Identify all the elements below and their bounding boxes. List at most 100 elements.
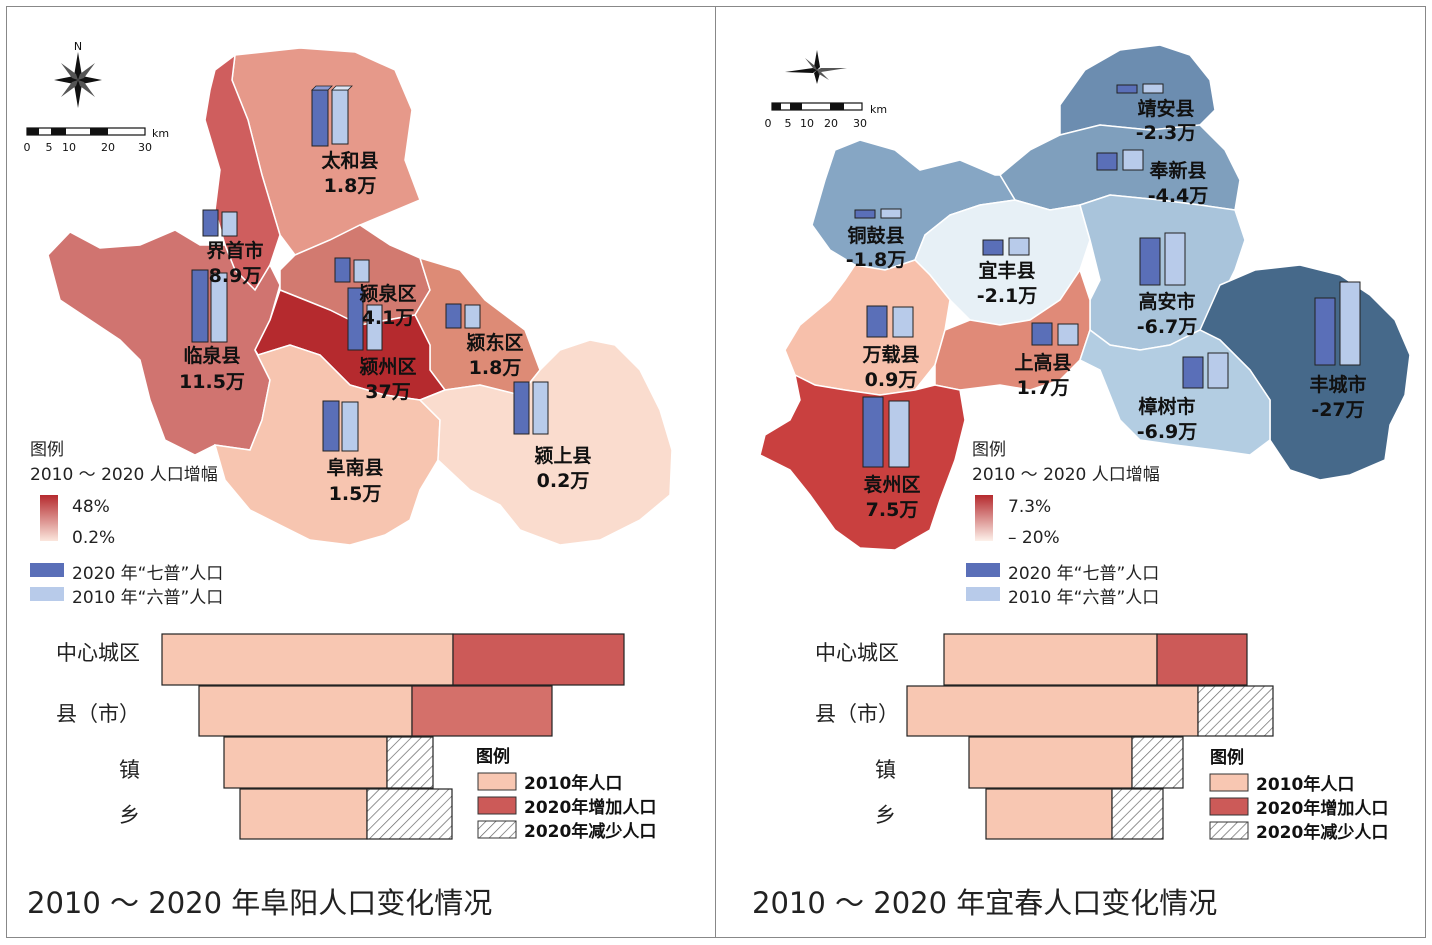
bar-pair-yuanzhou xyxy=(862,396,910,468)
pyr-left-cat-county: 县（市） xyxy=(56,702,140,726)
pyr-left-village-2010 xyxy=(239,788,368,840)
pyr-right-legend-2010: 2010年人口 xyxy=(1256,774,1354,795)
pyr-right-town-decrease xyxy=(1131,736,1184,789)
bar-pair-gaoan xyxy=(1139,232,1186,286)
map-legend-bar2020: 2020 年“七普”人口 xyxy=(72,564,223,584)
map-legend-min: 0.2% xyxy=(72,528,115,548)
right-panel: 0 5 10 20 30 km xyxy=(752,44,1411,920)
pyr-left-county-2010 xyxy=(198,685,413,737)
label-gaoan-value: -6.7万 xyxy=(1137,316,1198,338)
label-fengxin-value: -4.4万 xyxy=(1148,185,1209,207)
caption-left: 2010 ～ 2020 年阜阳人口变化情况 xyxy=(27,886,492,920)
map-legend-r-bar2020: 2020 年“七普”人口 xyxy=(1008,564,1159,584)
scale-r-tick-30: 30 xyxy=(853,117,867,130)
label-jieshou-name: 界首市 xyxy=(206,239,263,262)
pyr-left-cat-town: 镇 xyxy=(119,758,140,782)
label-fengxin-name: 奉新县 xyxy=(1148,159,1206,182)
label-yingdong-value: 1.8万 xyxy=(469,357,522,379)
pyr-left-legend-title: 图例 xyxy=(476,746,510,767)
label-linquan-name: 临泉县 xyxy=(183,344,240,367)
pyramid-left: 中心城区 县（市） 镇 乡 图例 2010年人口 2020年增加人口 2020年… xyxy=(56,633,656,842)
map-legend-right: 图例 2010 ～ 2020 人口增幅 7.3% – 20% 2020 年“七普… xyxy=(966,440,1160,608)
bar-pair-linquan xyxy=(191,269,228,343)
pyr-right-cat-town: 镇 xyxy=(875,758,896,782)
map-legend-r-max: 7.3% xyxy=(1008,497,1051,517)
bar-pair-wanzai xyxy=(866,305,914,338)
map-legend-swatch-2020 xyxy=(30,563,64,577)
scale-tick-5: 5 xyxy=(46,141,53,154)
label-zhangshu-value: -6.9万 xyxy=(1137,421,1198,443)
scale-tick-20: 20 xyxy=(101,141,115,154)
compass-north-label: N xyxy=(74,40,82,53)
scale-r-tick-10: 10 xyxy=(800,117,814,130)
pyr-right-town-2010 xyxy=(968,736,1133,789)
scale-r-tick-20: 20 xyxy=(824,117,838,130)
map-legend-swatch-2010 xyxy=(30,587,64,601)
pyr-left-legend-swatch-2010 xyxy=(477,772,517,791)
label-linquan-value: 11.5万 xyxy=(179,371,245,393)
bar-pair-funan xyxy=(322,400,359,452)
label-taihe-name: 太和县 xyxy=(321,149,378,172)
pyr-left-cat-center: 中心城区 xyxy=(56,641,140,665)
left-panel: N 0 5 10 20 30 km xyxy=(24,40,673,920)
map-legend-r-subtitle: 2010 ～ 2020 人口增幅 xyxy=(972,465,1160,485)
pyr-left-county-increase xyxy=(411,685,553,737)
bar-pair-shanggao xyxy=(1031,322,1079,346)
map-legend-r-swatch-2020 xyxy=(966,563,1000,577)
map-legend-left: 图例 2010 ～ 2020 人口增幅 48% 0.2% 2020 年“七普”人… xyxy=(30,440,223,608)
map-legend-subtitle: 2010 ～ 2020 人口增幅 xyxy=(30,465,218,485)
caption-right: 2010 ～ 2020 年宜春人口变化情况 xyxy=(752,886,1217,920)
pyr-left-legend-swatch-dec xyxy=(477,820,517,839)
pyr-right-village-decrease xyxy=(1111,788,1164,840)
pyr-right-legend-dec: 2020年减少人口 xyxy=(1256,822,1388,843)
label-yingshang-value: 0.2万 xyxy=(537,470,590,492)
label-wanzai-value: 0.9万 xyxy=(865,369,918,391)
bar-pair-zhangshu xyxy=(1182,352,1229,389)
scale-bar-right: 0 5 10 20 30 km xyxy=(765,102,887,130)
map-legend-r-min: – 20% xyxy=(1008,528,1060,548)
bar-pair-taihe xyxy=(311,85,353,147)
scale-unit: km xyxy=(152,127,169,140)
map-legend-title: 图例 xyxy=(30,440,64,460)
compass-icon: N xyxy=(54,40,102,108)
map-legend-gradient xyxy=(40,495,58,541)
map-legend-r-bar2010: 2010 年“六普”人口 xyxy=(1008,588,1159,608)
pyr-left-center-increase xyxy=(452,633,625,686)
pyr-left-legend-dec: 2020年减少人口 xyxy=(524,821,656,842)
pyr-left-legend-2010: 2010年人口 xyxy=(524,773,622,794)
label-jingan-value: -2.3万 xyxy=(1136,122,1197,144)
label-yingquan-value: 4.1万 xyxy=(362,307,415,329)
label-jieshou-value: 8.9万 xyxy=(209,265,262,287)
scale-tick-30: 30 xyxy=(138,141,152,154)
label-taihe-value: 1.8万 xyxy=(324,175,377,197)
map-legend-r-swatch-2010 xyxy=(966,587,1000,601)
label-yingquan-name: 颍泉区 xyxy=(359,282,416,305)
bar-pair-yifeng xyxy=(982,237,1030,256)
pyr-right-center-increase xyxy=(1156,633,1248,686)
label-gaoan-name: 高安市 xyxy=(1138,290,1195,313)
scale-r-unit: km xyxy=(870,103,887,116)
label-yingzhou-name: 颍州区 xyxy=(359,356,416,378)
pyr-right-legend-title: 图例 xyxy=(1210,747,1244,768)
label-tonggu-value: -1.8万 xyxy=(846,249,907,271)
pyramid-right: 中心城区 县（市） 镇 乡 图例 2010年人口 2020年增加人口 2020年… xyxy=(815,633,1388,843)
pyr-left-town-decrease xyxy=(386,736,434,789)
pyr-right-legend-swatch-2010 xyxy=(1209,773,1249,792)
pyr-left-center-2010 xyxy=(161,633,454,686)
label-funan-name: 阜南县 xyxy=(326,456,383,479)
pyr-right-cat-county: 县（市） xyxy=(815,702,899,726)
label-jingan-name: 靖安县 xyxy=(1137,97,1194,120)
pyr-right-village-2010 xyxy=(985,788,1113,840)
label-yifeng-value: -2.1万 xyxy=(977,285,1038,307)
label-shanggao-value: 1.7万 xyxy=(1017,377,1070,399)
label-yingdong-name: 颍东区 xyxy=(466,331,523,354)
pyr-right-cat-center: 中心城区 xyxy=(815,641,899,665)
scale-tick-0: 0 xyxy=(24,141,31,154)
label-fengcheng-value: -27万 xyxy=(1311,399,1364,421)
panel-divider xyxy=(715,6,716,938)
label-tonggu-name: 铜鼓县 xyxy=(847,224,904,247)
label-funan-value: 1.5万 xyxy=(329,483,382,505)
label-yuanzhou-name: 袁州区 xyxy=(862,473,920,496)
bars-right xyxy=(854,83,1361,468)
